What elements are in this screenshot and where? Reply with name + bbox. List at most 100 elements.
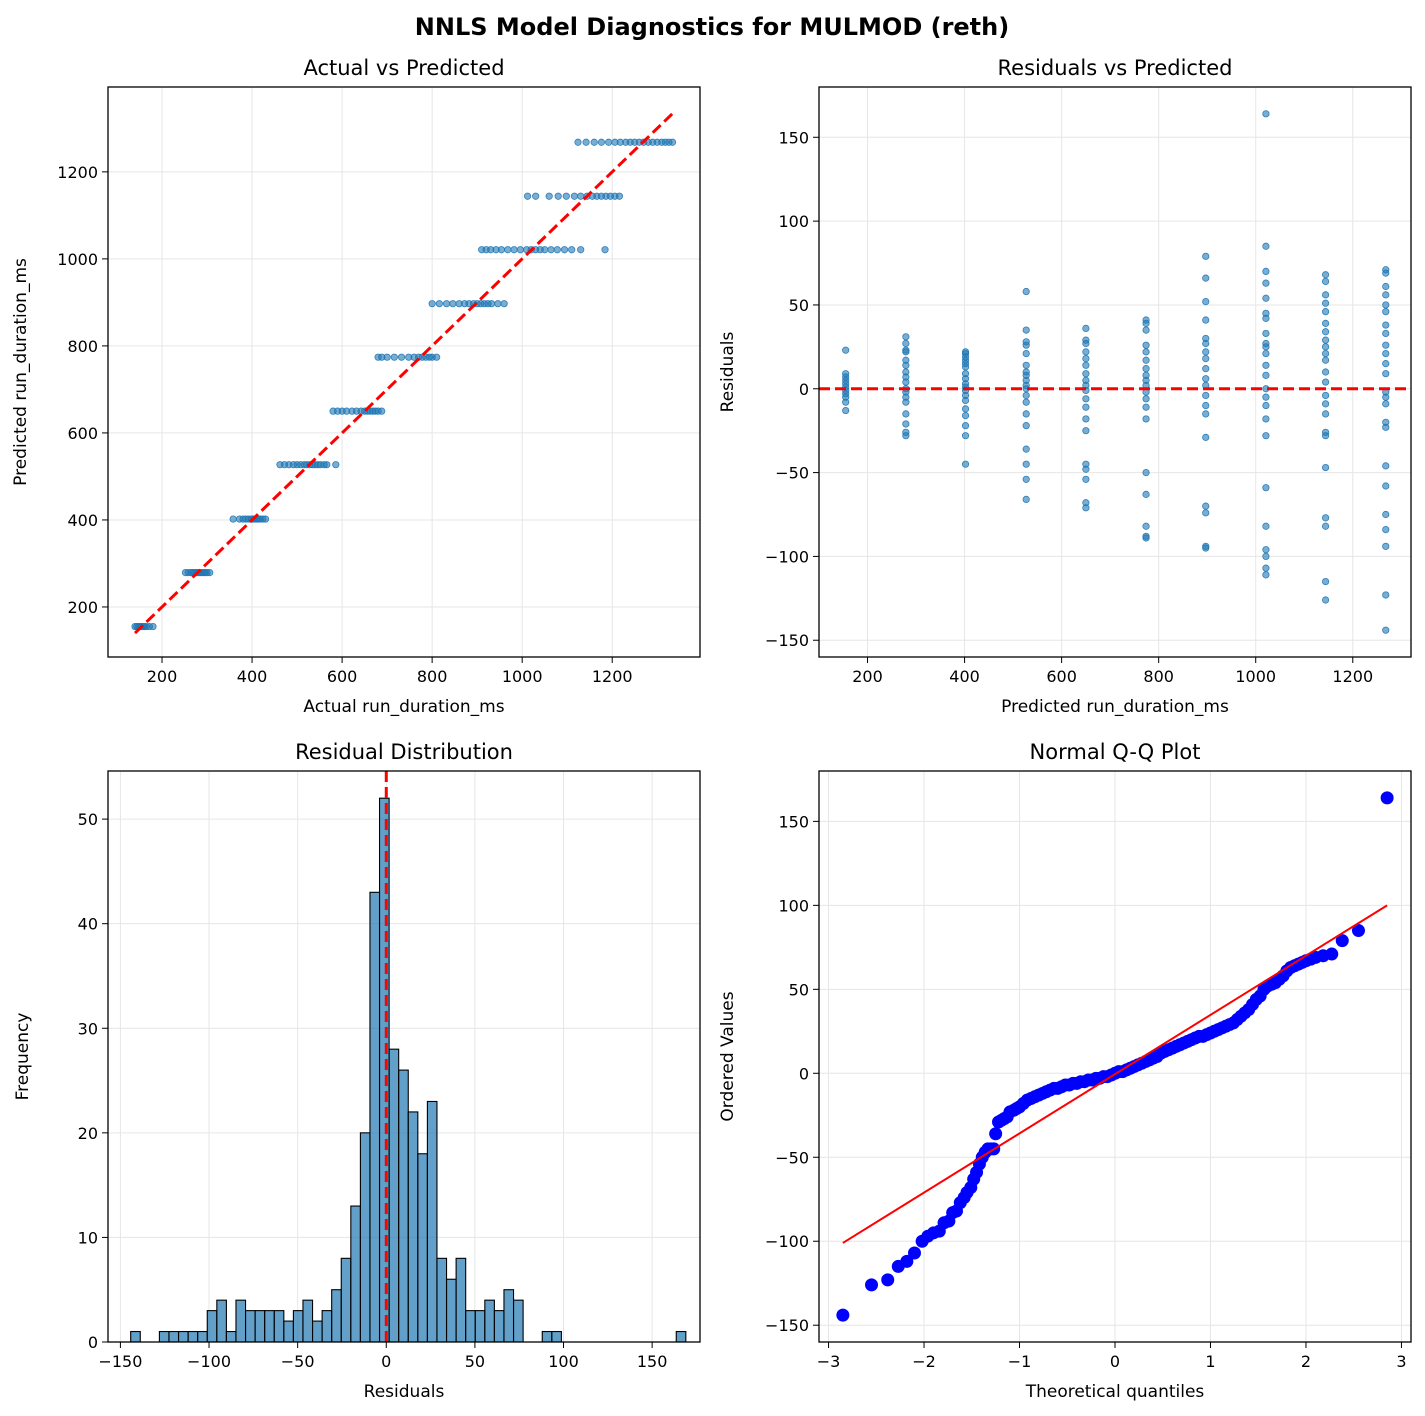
data-point	[574, 138, 582, 146]
data-point	[902, 378, 910, 386]
histogram-bar	[388, 1048, 400, 1342]
data-point	[1321, 308, 1330, 316]
qq-point	[1325, 947, 1339, 961]
histogram-bar	[311, 1320, 323, 1342]
data-point	[961, 405, 970, 413]
data-point	[601, 246, 609, 254]
x-tick-label: 3	[1396, 1352, 1406, 1371]
qq-point	[836, 1308, 850, 1322]
data-point	[1022, 326, 1030, 334]
qq-point	[865, 1278, 879, 1292]
y-tick-label: −50	[775, 464, 809, 483]
data-point	[1202, 544, 1210, 552]
data-point	[1382, 591, 1390, 599]
qq-fit-line	[842, 904, 1388, 1244]
x-tick-label: 400	[949, 667, 980, 686]
data-point	[1082, 403, 1090, 411]
data-point	[1321, 378, 1330, 386]
data-point	[1321, 299, 1330, 307]
data-point	[1321, 514, 1330, 522]
x-tick-label: −2	[912, 1352, 936, 1371]
residual-distribution-panel: −150 −100 −50 0 50 100 150 0 10 20 30 40 50 Residual …	[13, 740, 701, 1402]
data-point	[1022, 460, 1030, 468]
data-point	[1082, 324, 1090, 333]
data-point	[1082, 354, 1090, 363]
y-tick-label: 1200	[57, 163, 98, 182]
data-point	[149, 622, 157, 631]
data-point	[1262, 522, 1270, 530]
histogram-bar	[350, 1205, 361, 1342]
data-point	[1022, 422, 1030, 430]
data-point	[1202, 316, 1210, 324]
y-tick-label: 50	[78, 810, 98, 829]
data-point	[332, 461, 340, 469]
histogram-bar	[455, 1257, 467, 1342]
histogram-bar	[331, 1289, 342, 1342]
y-tick-label: −50	[775, 1148, 809, 1167]
data-point	[902, 361, 910, 369]
data-point	[1082, 370, 1090, 378]
data-point	[902, 432, 910, 440]
data-point	[523, 192, 532, 200]
x-tick-label: 100	[548, 1352, 579, 1371]
data-point	[497, 246, 506, 254]
data-point	[1321, 277, 1330, 286]
data-point	[1202, 391, 1210, 400]
histogram-bar	[426, 1100, 438, 1342]
axes-frame	[107, 86, 701, 658]
data-point	[1262, 294, 1270, 302]
data-point	[1382, 510, 1390, 519]
histogram-bar	[292, 1310, 304, 1342]
histogram-bar	[321, 1310, 333, 1342]
axes-frame	[818, 86, 1412, 658]
data-point	[1142, 415, 1150, 423]
x-axis-label: Actual run_duration_ms	[303, 697, 504, 717]
y-tick-label: 150	[778, 812, 809, 831]
data-point	[1082, 504, 1090, 512]
chart-title: Actual vs Predicted	[303, 56, 504, 80]
data-point	[547, 246, 555, 254]
x-tick-label: −1	[1008, 1352, 1032, 1371]
data-point	[1262, 552, 1270, 561]
data-point	[1262, 484, 1270, 492]
histogram-bar	[197, 1330, 208, 1342]
data-point	[1202, 348, 1210, 356]
x-tick-label: 0	[1110, 1352, 1120, 1371]
data-point	[541, 246, 549, 254]
data-point	[554, 192, 562, 200]
data-point	[428, 300, 436, 308]
data-point	[1382, 626, 1390, 634]
data-point	[397, 353, 406, 361]
data-point	[1022, 410, 1030, 418]
data-point	[1142, 356, 1150, 364]
x-tick-label: −50	[281, 1352, 315, 1371]
data-point	[1022, 391, 1030, 400]
data-point	[1321, 391, 1330, 400]
y-tick-label: −150	[765, 1316, 809, 1335]
data-point	[961, 411, 970, 420]
x-tick-label: 1200	[1332, 667, 1373, 686]
data-point	[1321, 319, 1330, 327]
plot-area	[836, 791, 1394, 1322]
data-point	[590, 138, 598, 146]
data-point	[560, 246, 569, 254]
data-point	[1382, 349, 1390, 358]
identity-reference-line	[133, 109, 677, 635]
data-point	[504, 246, 512, 254]
histogram-bar	[264, 1310, 275, 1342]
histogram-bar	[493, 1310, 505, 1342]
histogram-bar	[216, 1299, 227, 1342]
data-point	[1382, 462, 1390, 470]
data-point	[1022, 287, 1030, 296]
data-point	[1382, 291, 1390, 299]
data-point	[1142, 319, 1150, 327]
data-point	[605, 138, 613, 146]
data-point	[1321, 291, 1330, 299]
normal-qq-plot-panel: −3 −2 −1 0 1 2 3 −150 −100 −50 0 50 100 150 Normal Q-Q…	[718, 740, 1412, 1402]
histogram-bar	[512, 1299, 524, 1342]
x-axis-label: Predicted run_duration_ms	[1001, 697, 1229, 717]
data-point	[1142, 365, 1150, 373]
data-point	[1321, 463, 1330, 472]
data-point	[568, 246, 576, 254]
